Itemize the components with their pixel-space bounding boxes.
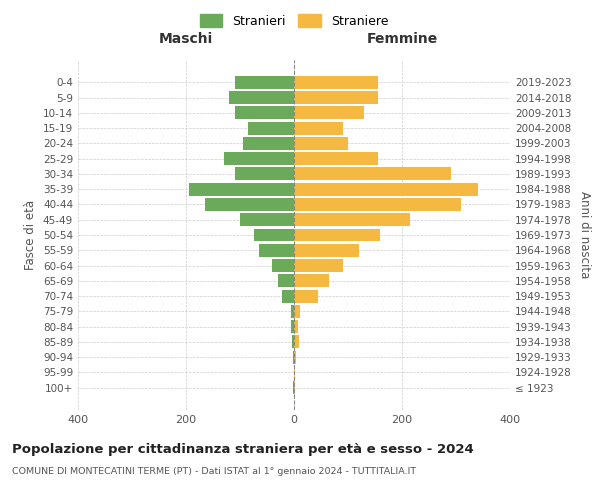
Text: COMUNE DI MONTECATINI TERME (PT) - Dati ISTAT al 1° gennaio 2024 - TUTTITALIA.IT: COMUNE DI MONTECATINI TERME (PT) - Dati … <box>12 468 416 476</box>
Bar <box>235 106 294 120</box>
Bar <box>259 244 294 256</box>
Y-axis label: Anni di nascita: Anni di nascita <box>578 192 591 278</box>
Bar <box>278 274 294 287</box>
Bar <box>294 305 301 318</box>
Bar <box>294 106 364 120</box>
Bar <box>294 198 461 211</box>
Bar <box>294 152 378 165</box>
Bar <box>188 182 294 196</box>
Bar <box>294 122 343 134</box>
Bar <box>224 152 294 165</box>
Bar <box>294 76 378 89</box>
Bar <box>229 91 294 104</box>
Bar <box>235 168 294 180</box>
Bar <box>294 381 295 394</box>
Bar <box>294 244 359 256</box>
Y-axis label: Fasce di età: Fasce di età <box>25 200 37 270</box>
Bar <box>292 305 294 318</box>
Bar <box>292 320 294 333</box>
Bar <box>294 228 380 241</box>
Bar <box>294 137 348 150</box>
Bar <box>294 350 296 364</box>
Bar <box>294 214 410 226</box>
Bar <box>205 198 294 211</box>
Text: Femmine: Femmine <box>367 32 437 46</box>
Bar <box>294 168 451 180</box>
Bar <box>292 336 294 348</box>
Bar <box>294 259 343 272</box>
Bar <box>242 137 294 150</box>
Bar <box>294 182 478 196</box>
Bar <box>294 290 319 302</box>
Legend: Stranieri, Straniere: Stranieri, Straniere <box>196 10 392 31</box>
Bar <box>248 122 294 134</box>
Bar <box>272 259 294 272</box>
Bar <box>282 290 294 302</box>
Bar <box>294 274 329 287</box>
Bar <box>235 76 294 89</box>
Text: Popolazione per cittadinanza straniera per età e sesso - 2024: Popolazione per cittadinanza straniera p… <box>12 442 474 456</box>
Bar <box>254 228 294 241</box>
Bar <box>294 91 378 104</box>
Bar <box>294 336 299 348</box>
Text: Maschi: Maschi <box>159 32 213 46</box>
Bar <box>294 320 298 333</box>
Bar <box>293 350 294 364</box>
Bar <box>240 214 294 226</box>
